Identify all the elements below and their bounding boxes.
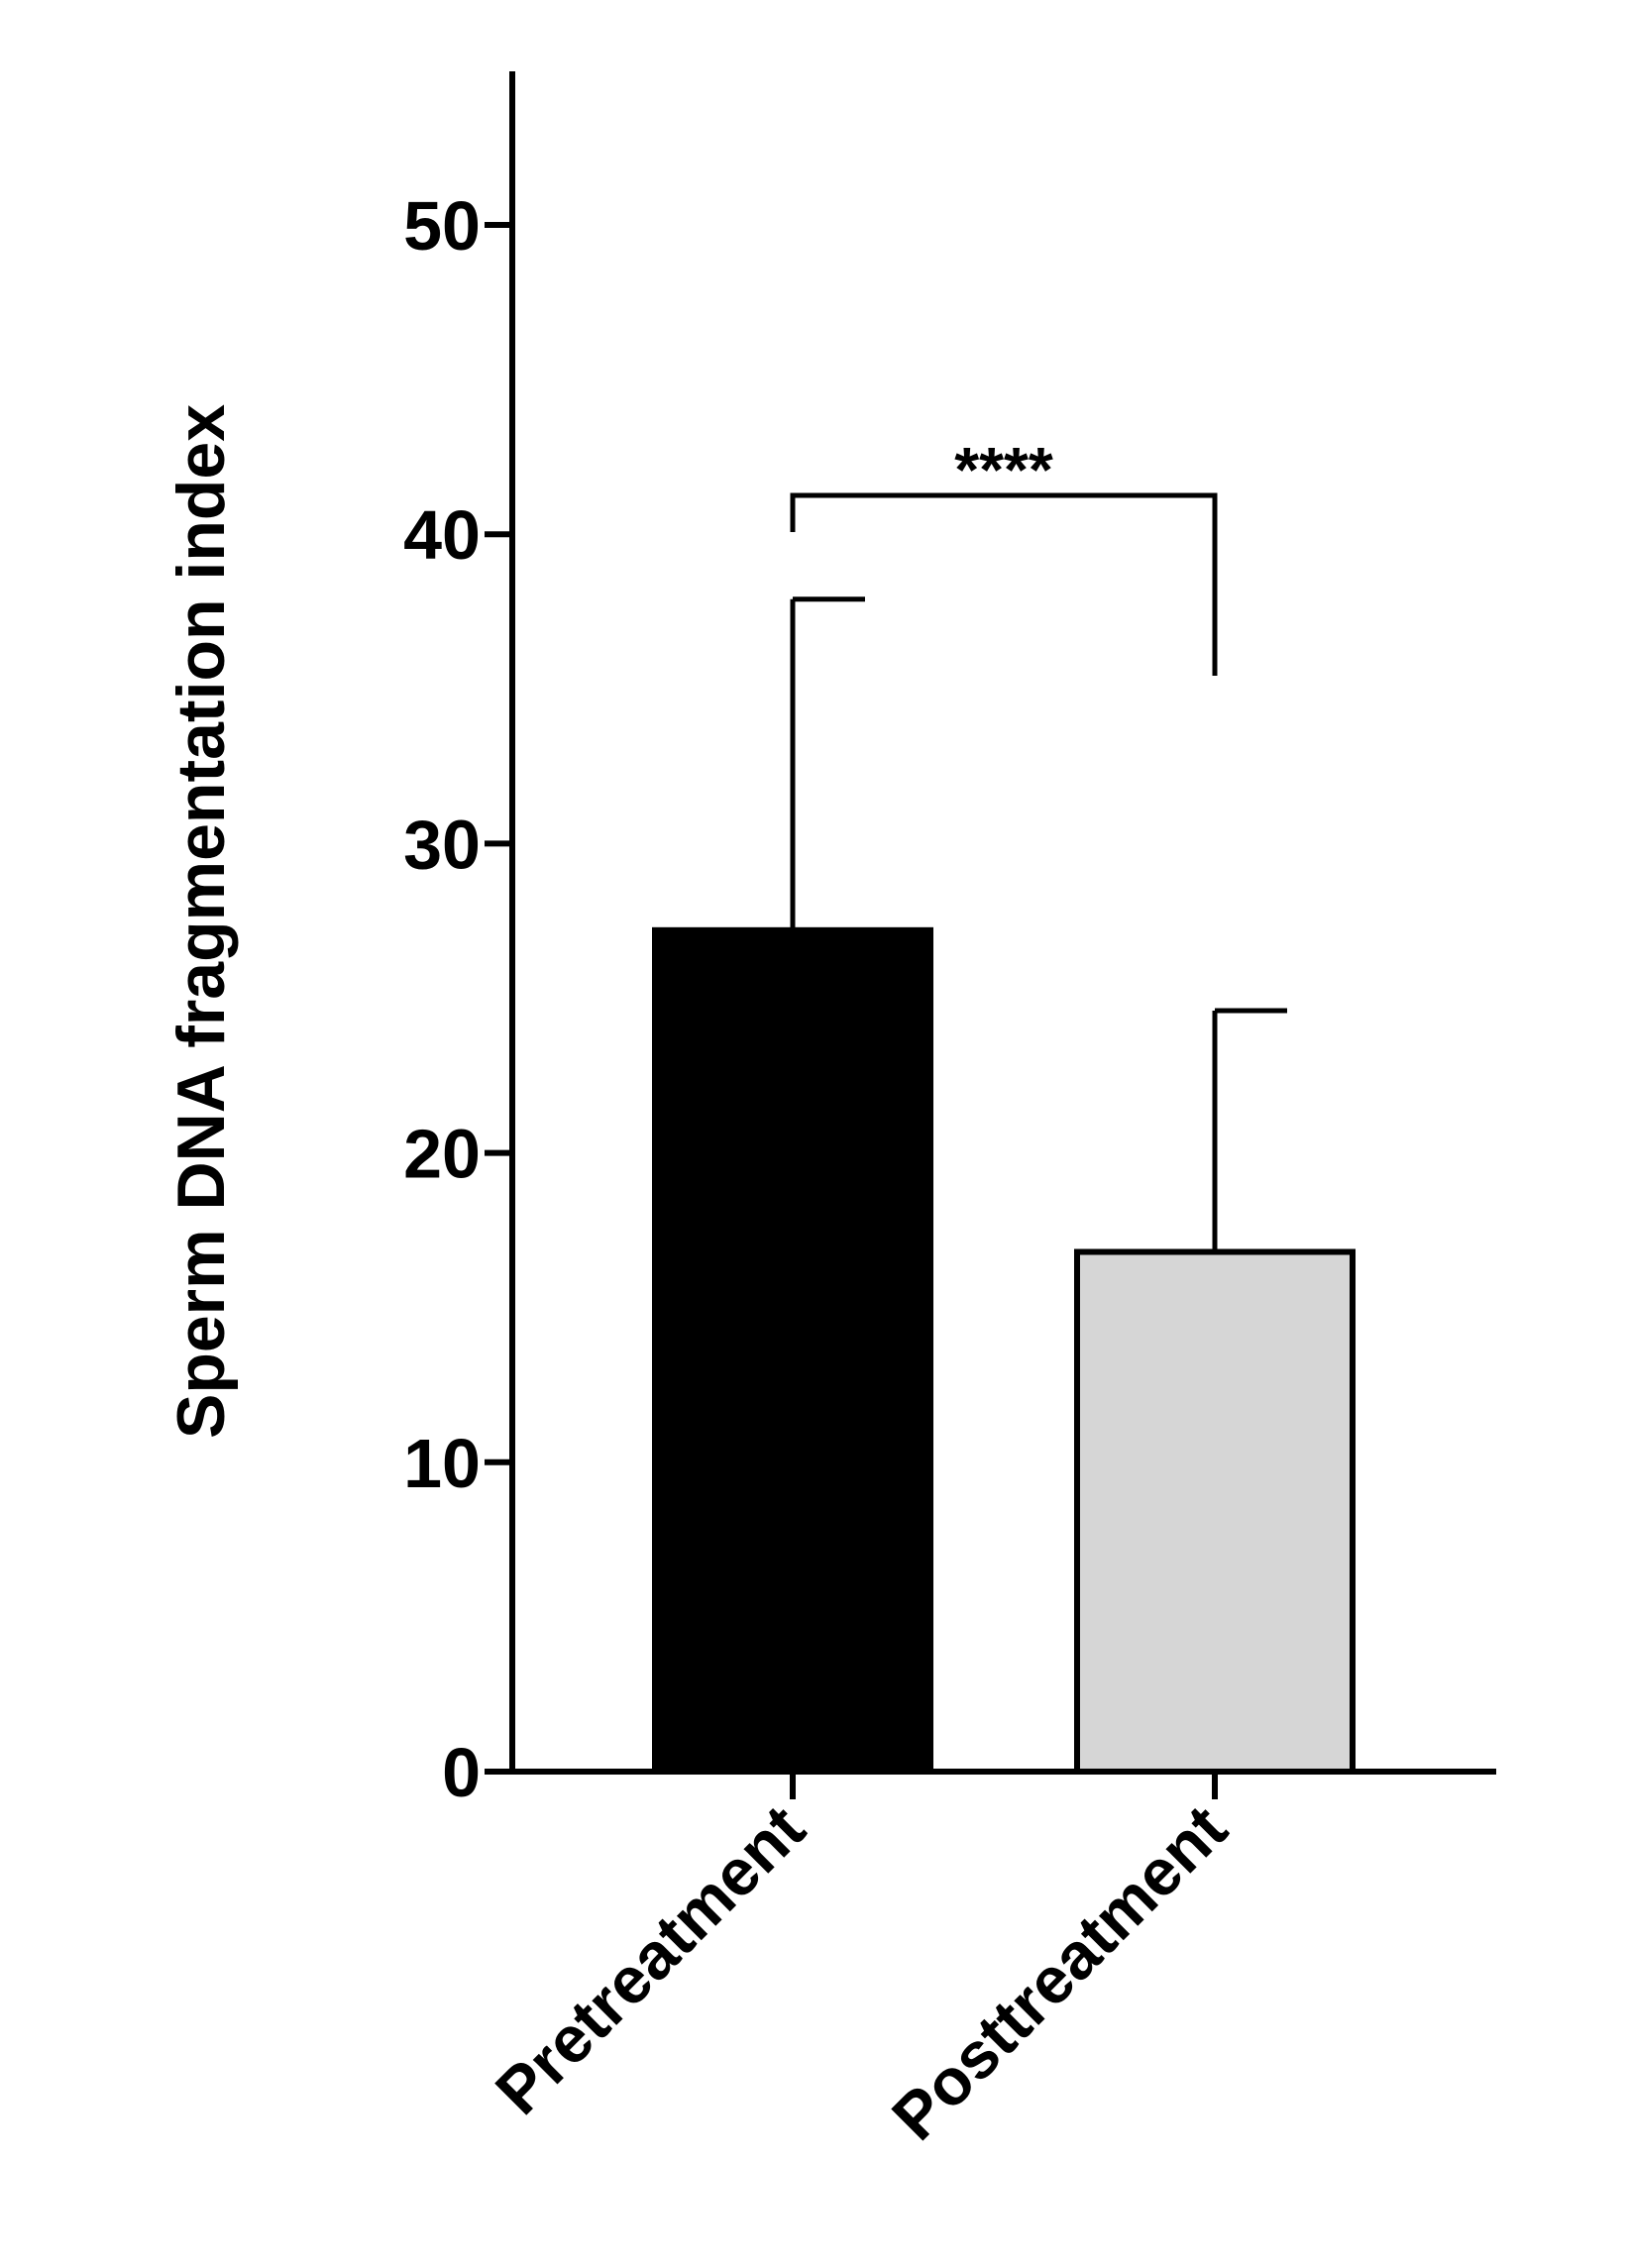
x-tick-label: Pretreatment <box>482 1791 818 2128</box>
significance-bracket: **** <box>790 434 1218 676</box>
y-tick-label: 40 <box>403 496 481 574</box>
y-tick-label: 10 <box>403 1425 481 1502</box>
significance-label: **** <box>954 434 1053 505</box>
y-ticks: 0 10 20 30 40 50 <box>403 187 512 1811</box>
y-tick-label: 0 <box>442 1734 481 1811</box>
y-tick-label: 50 <box>403 187 481 265</box>
y-tick-label: 30 <box>403 806 481 883</box>
y-axis-title: Sperm DNA fragmentation index <box>163 404 239 1439</box>
x-ticks: Pretreatment Posttreatment <box>482 1772 1241 2154</box>
x-tick-label: Posttreatment <box>878 1791 1241 2154</box>
bar <box>1074 1248 1356 1775</box>
significance-bracket-line <box>790 492 1218 676</box>
axes <box>509 71 1496 1775</box>
plot-area <box>652 596 1356 1775</box>
y-tick-label: 20 <box>403 1116 481 1193</box>
bar <box>652 926 933 1775</box>
